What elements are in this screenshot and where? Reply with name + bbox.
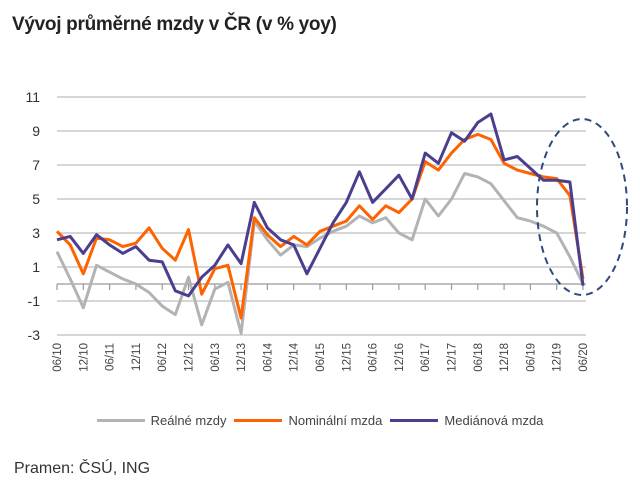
legend-label-median: Mediánová mzda [444, 413, 544, 428]
x-tick-label: 12/12 [184, 343, 196, 372]
x-tick-label: 12/14 [289, 342, 301, 371]
x-tick-label: 06/14 [262, 342, 274, 371]
x-tick-label: 06/13 [210, 343, 222, 372]
x-tick-label: 12/17 [447, 343, 459, 372]
chart-title: Vývoj průměrné mzdy v ČR (v % yoy) [12, 14, 337, 35]
x-tick-label: 06/16 [368, 343, 380, 372]
source-note: Pramen: ČSÚ, ING [14, 460, 151, 477]
y-tick-label: 9 [32, 123, 40, 139]
series-line-median [56, 112, 585, 298]
x-tick-label: 12/18 [499, 343, 511, 372]
y-tick-label: 5 [32, 191, 40, 207]
x-tick-label: 12/16 [394, 343, 406, 372]
x-tick-label: 06/18 [473, 343, 485, 372]
legend-swatch-real [96, 419, 145, 422]
x-tick-label: 12/10 [78, 343, 90, 372]
legend-item-median: Mediánová mzda [390, 413, 543, 428]
legend-swatch-median [390, 419, 439, 422]
y-tick-label: 7 [32, 157, 40, 173]
x-tick-label: 12/11 [131, 343, 143, 371]
legend-label-nominal: Nominální mzda [288, 413, 383, 428]
highlight-ellipse [536, 118, 628, 296]
legend-label-real: Reálné mzdy [150, 413, 227, 428]
x-tick-label: 12/15 [341, 343, 353, 372]
x-tick-label: 06/17 [420, 343, 432, 372]
x-tick-label: 06/19 [525, 343, 537, 372]
line-chart: 11 9 7 5 3 1 -1 -3 06/10 12/10 06/11 12/11 06/12 12/1… [25, 89, 628, 372]
legend-swatch-nominal [234, 419, 283, 422]
legend-item-real: Reálné mzdy [96, 413, 227, 428]
series-line-real [55, 172, 585, 335]
x-tick-label: 06/20 [578, 343, 590, 372]
x-tick-label: 12/19 [552, 343, 564, 372]
legend-item-nominal: Nominální mzda [234, 413, 382, 428]
y-tick-label: 3 [32, 225, 40, 241]
y-tick-label: 11 [25, 89, 40, 105]
x-tick-label: 06/12 [157, 343, 169, 372]
x-tick-label: 06/11 [105, 343, 117, 371]
y-tick-label: -1 [28, 293, 41, 309]
series-line-nominal [55, 132, 585, 320]
y-tick-label: 1 [32, 259, 40, 275]
x-tick-label: 06/10 [52, 343, 64, 372]
x-tick-label: 06/15 [315, 343, 327, 372]
x-tick-label: 12/13 [236, 343, 248, 372]
y-tick-label: -3 [28, 327, 41, 343]
legend: Reálné mzdy Nominální mzda Mediánová mzd… [0, 413, 640, 428]
